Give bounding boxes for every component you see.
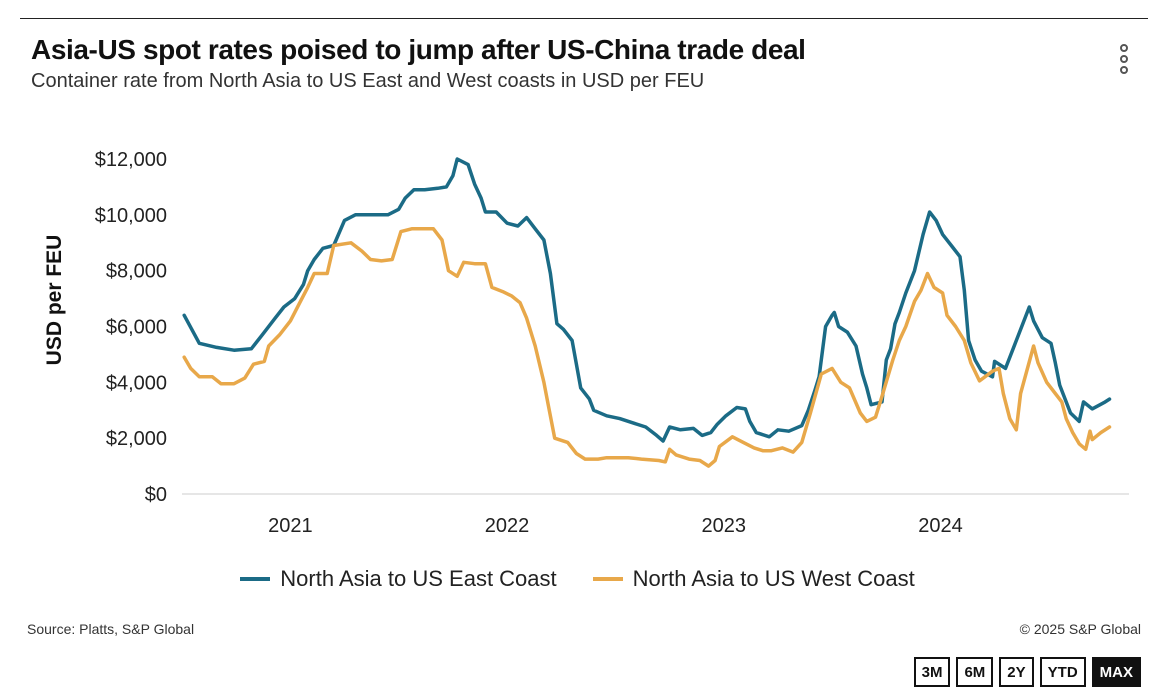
legend-swatch (240, 577, 271, 581)
menu-dot (1120, 44, 1128, 52)
legend-item-east-coast[interactable]: North Asia to US East Coast (240, 566, 557, 592)
chart-subtitle: Container rate from North Asia to US Eas… (31, 70, 705, 92)
range-selector: 3M 6M 2Y YTD MAX (913, 657, 1141, 687)
y-tick-label: $10,000 (95, 205, 167, 227)
legend-label: North Asia to US East Coast (280, 566, 557, 591)
y-tick-label: $0 (145, 484, 167, 506)
legend-label: North Asia to US West Coast (632, 566, 915, 591)
range-button-3m[interactable]: 3M (913, 657, 951, 687)
x-tick-label: 2022 (485, 515, 530, 537)
top-rule (20, 18, 1148, 19)
y-axis-label: USD per FEU (43, 235, 66, 366)
line-chart: $0 $2,000 $4,000 $6,000 $8,000 $10,000 $12,000… (43, 149, 1129, 537)
menu-dot (1120, 66, 1128, 74)
x-tick-label: 2024 (918, 515, 963, 537)
range-button-ytd[interactable]: YTD (1039, 657, 1086, 687)
y-tick-label: $2,000 (106, 428, 167, 450)
x-tick-label: 2023 (702, 515, 747, 537)
legend-item-west-coast[interactable]: North Asia to US West Coast (592, 566, 915, 592)
series-line-west-coast (182, 227, 1112, 468)
x-tick-label: 2021 (268, 515, 313, 537)
menu-dot (1120, 55, 1128, 63)
series-line-east-coast (182, 157, 1112, 443)
range-button-2y[interactable]: 2Y (999, 657, 1034, 687)
chart-legend: North Asia to US East Coast North Asia t… (0, 566, 1155, 592)
source-note: Source: Platts, S&P Global (27, 621, 195, 637)
y-tick-label: $6,000 (106, 317, 167, 339)
range-button-6m[interactable]: 6M (956, 657, 994, 687)
chart-title: Asia-US spot rates poised to jump after … (31, 34, 806, 65)
kebab-menu-icon[interactable] (1113, 44, 1135, 84)
y-tick-label: $4,000 (106, 372, 167, 394)
copyright-note: © 2025 S&P Global (1019, 621, 1141, 637)
range-button-max[interactable]: MAX (1091, 657, 1141, 687)
y-tick-label: $12,000 (95, 149, 167, 171)
y-tick-label: $8,000 (106, 261, 167, 283)
legend-swatch (592, 577, 623, 581)
